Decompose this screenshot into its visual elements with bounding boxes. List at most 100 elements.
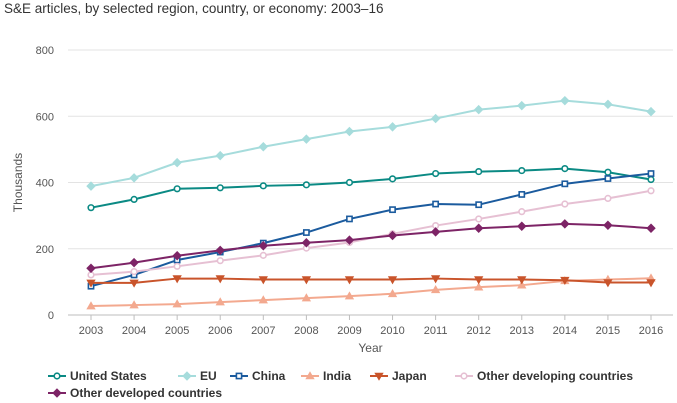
data-point [86,181,96,191]
data-point [301,134,312,144]
x-tick-label: 2012 [466,325,490,337]
data-point [387,230,398,241]
series-line [90,172,652,288]
data-point [603,279,613,288]
legend-item: Other developed countries [48,386,222,400]
data-point [473,104,484,115]
legend-item: China [230,369,286,383]
data-point [172,299,182,308]
legend-label: EU [200,369,217,383]
data-point [473,223,484,233]
legend-label: Other developed countries [70,386,222,400]
x-tick-label: 2016 [639,325,663,337]
legend-marker [460,372,468,380]
data-point [474,282,484,291]
data-point [172,275,182,284]
x-tick-label: 2013 [510,325,534,337]
series-line [90,222,652,270]
y-tick-label: 600 [36,111,54,123]
x-tick-label: 2005 [165,325,189,337]
data-point [475,201,483,209]
data-point [518,191,526,198]
data-point [216,257,224,265]
series-line [90,99,652,188]
data-point [173,262,181,270]
legend-item: India [301,369,351,383]
data-point [517,100,527,111]
data-point [646,279,656,288]
data-point [259,251,267,259]
data-point [561,180,569,188]
x-tick-label: 2015 [596,325,620,337]
y-tick-label: 800 [36,45,54,57]
data-point [129,300,139,309]
data-point [344,235,355,245]
data-point [86,279,96,288]
data-point [603,99,613,110]
data-point [604,175,612,182]
legend-label: Other developing countries [477,369,633,383]
data-point [301,276,312,285]
data-point [646,223,656,233]
data-point [561,164,569,173]
x-tick-label: 2010 [380,325,404,337]
legend-label: United States [70,369,147,383]
data-point [647,170,655,177]
y-tick-label: 0 [48,310,54,322]
data-point [345,178,354,187]
data-point [87,204,95,212]
data-point [647,187,655,195]
x-tick-label: 2007 [251,325,275,337]
legend-label: India [323,369,351,383]
data-point [517,280,527,289]
data-point [387,122,398,132]
data-point [430,285,441,294]
data-point [215,297,225,306]
series-other-developing-countries [87,187,655,279]
legend-label: Japan [392,369,427,383]
x-tick-label: 2003 [79,325,103,337]
y-tick-label: 200 [36,244,54,256]
series-line [90,167,652,209]
x-tick-label: 2011 [424,325,448,337]
legend-label: China [252,369,286,383]
legend-item: EU [178,369,217,383]
data-point [560,219,570,229]
data-point [259,182,267,190]
data-point [301,238,312,248]
x-tick-label: 2008 [294,325,318,337]
data-point [430,227,441,237]
data-point [129,279,139,288]
data-point [475,167,483,176]
series-layer [86,95,656,310]
legend-layer: United States EU China India Japan Other deve… [48,369,633,400]
data-point [172,250,182,261]
x-axis-title: Year [358,341,382,355]
data-point [86,263,96,274]
legend-item: Other developing countries [455,369,633,383]
data-point [129,257,139,268]
data-point [173,185,181,193]
x-tick-label: 2009 [337,325,361,337]
legend-item: United States [48,369,147,383]
data-point [86,301,96,310]
data-point [172,157,182,168]
data-point [258,276,268,285]
legend-marker [52,388,62,398]
legend-marker [305,371,315,380]
series-india [86,273,656,310]
y-tick-label: 400 [36,178,54,190]
data-point [215,245,225,256]
data-point [430,275,441,284]
data-point [388,175,397,183]
data-point [518,208,526,216]
data-point [344,276,355,285]
series-eu [86,95,656,191]
data-point [216,184,224,192]
legend-marker [235,372,243,380]
data-point [560,95,570,106]
data-point [215,150,225,161]
data-point [560,276,570,286]
